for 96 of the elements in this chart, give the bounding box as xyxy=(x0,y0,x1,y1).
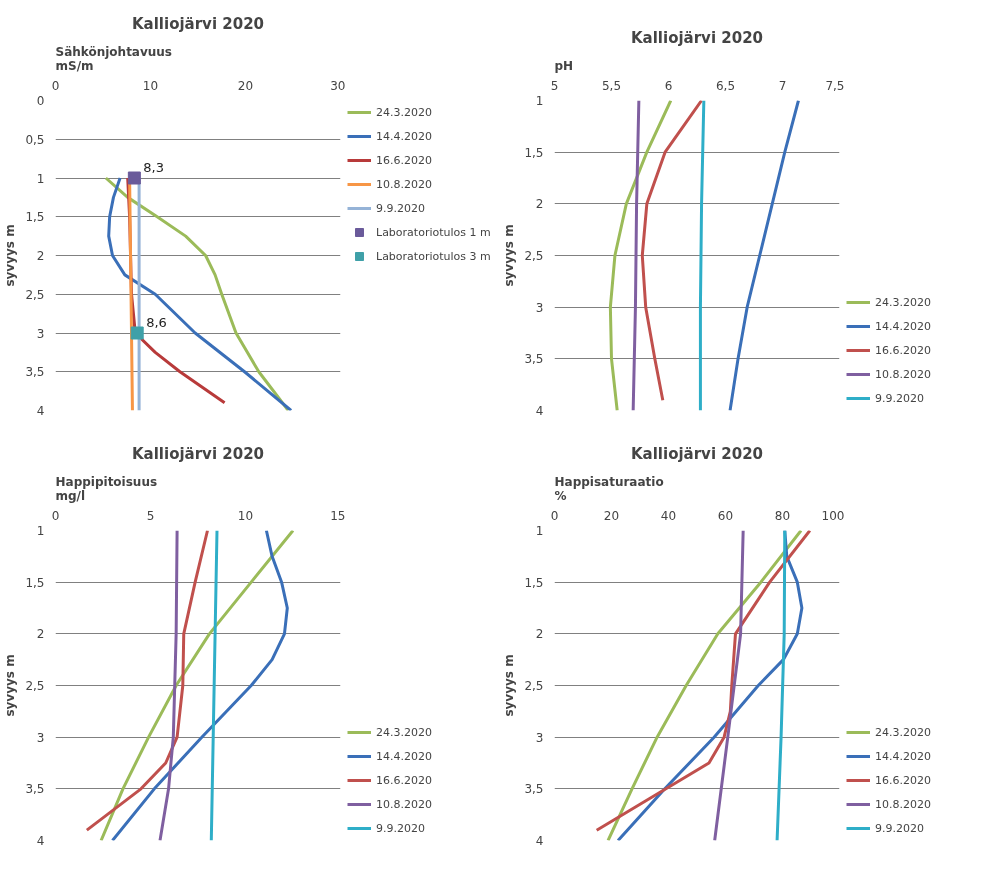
legend-label: 9.9.2020 xyxy=(875,391,924,405)
annotation: 8,3 xyxy=(143,160,165,175)
x-tick-label: 10 xyxy=(142,78,159,93)
chart-title: Kalliojärvi 2020 xyxy=(630,444,764,463)
line-series xyxy=(631,100,641,411)
x-tick-label: 100 xyxy=(821,508,845,523)
x-tick-label: 5,5 xyxy=(601,78,622,93)
legend-label: 16.6.2020 xyxy=(875,343,931,357)
y-tick-label: 0 xyxy=(36,94,45,108)
legend-label: 14.4.2020 xyxy=(376,129,432,143)
y-tick-label: 2 xyxy=(535,627,544,642)
legend-label: 24.3.2020 xyxy=(875,295,931,309)
line-series xyxy=(158,530,179,841)
y-tick-label: 3,5 xyxy=(524,782,544,797)
x-tick-label: 7 xyxy=(778,78,787,93)
y-tick-label: 2 xyxy=(36,627,45,642)
y-axis-title: syvyys m xyxy=(502,224,517,287)
legend-label: 16.6.2020 xyxy=(376,773,432,787)
x-tick-label: 40 xyxy=(660,508,677,523)
y-tick-label: 2 xyxy=(36,249,45,263)
y-tick-label: 1 xyxy=(36,171,45,186)
y-tick-label: 1 xyxy=(535,524,544,538)
x-tick-label: 10 xyxy=(237,508,254,523)
x-tick-label: 20 xyxy=(603,508,620,523)
chart-title: Kalliojärvi 2020 xyxy=(630,28,764,47)
y-tick-label: 3 xyxy=(535,300,544,315)
x-axis-title: Sähkönjohtavuus mS/m xyxy=(55,44,173,73)
legend-label: 16.6.2020 xyxy=(875,773,931,787)
y-tick-label: 1,5 xyxy=(524,145,544,160)
y-tick-label: 4 xyxy=(36,834,45,848)
x-tick-label: 0 xyxy=(51,508,60,523)
y-tick-label: 1,5 xyxy=(524,575,544,590)
x-tick-label: 7,5 xyxy=(825,78,845,93)
legend-label: 9.9.2020 xyxy=(875,821,924,835)
y-tick-label: 2,5 xyxy=(25,679,45,693)
y-axis-title: syvyys m xyxy=(3,654,18,717)
chart-title: Kalliojärvi 2020 xyxy=(131,444,265,463)
x-tick-label: 20 xyxy=(237,78,254,93)
y-tick-label: 2,5 xyxy=(25,287,45,302)
y-tick-label: 2,5 xyxy=(524,679,544,693)
y-tick-label: 0,5 xyxy=(25,132,45,147)
x-axis-title: Happisaturaatio % xyxy=(554,474,664,503)
x-axis-title: pH xyxy=(554,58,574,73)
line-series xyxy=(698,100,706,411)
legend-label: 14.4.2020 xyxy=(875,319,931,333)
line-series xyxy=(713,530,745,841)
y-tick-label: 3 xyxy=(535,730,544,745)
line-series xyxy=(728,100,800,411)
legend-label: 14.4.2020 xyxy=(875,749,931,763)
x-tick-label: 5 xyxy=(550,78,559,93)
legend-label: 16.6.2020 xyxy=(376,153,432,167)
x-tick-label: 0 xyxy=(550,508,559,523)
y-tick-label: 3,5 xyxy=(25,365,45,380)
legend-label: 9.9.2020 xyxy=(376,201,425,215)
line-series xyxy=(775,530,787,841)
x-tick-label: 5 xyxy=(146,508,155,523)
legend-label: 14.4.2020 xyxy=(376,749,432,763)
y-tick-label: 1,5 xyxy=(25,575,45,590)
x-tick-label: 6 xyxy=(664,78,673,93)
line-series xyxy=(209,530,219,841)
y-tick-label: 2 xyxy=(535,197,544,212)
y-axis-title: syvyys m xyxy=(502,654,517,717)
legend-label: 10.8.2020 xyxy=(376,797,432,811)
y-tick-label: 4 xyxy=(535,404,544,418)
y-tick-label: 1 xyxy=(535,94,544,108)
y-tick-label: 3 xyxy=(36,730,45,745)
y-tick-label: 4 xyxy=(36,404,45,418)
x-tick-label: 15 xyxy=(330,508,346,523)
legend-label: 24.3.2020 xyxy=(376,725,432,739)
y-tick-label: 3 xyxy=(36,326,45,341)
legend-label: 10.8.2020 xyxy=(376,177,432,191)
x-tick-label: 60 xyxy=(717,508,734,523)
legend-label: Laboratoriotulos 3 m xyxy=(376,249,491,263)
y-tick-label: 3,5 xyxy=(25,782,45,797)
x-axis-title: Happipitoisuus mg/l xyxy=(55,474,158,503)
y-tick-label: 1,5 xyxy=(25,210,45,225)
y-tick-label: 1 xyxy=(36,524,45,538)
legend-label: Laboratoriotulos 1 m xyxy=(376,225,491,239)
x-tick-label: 30 xyxy=(330,78,346,93)
legend-label: 10.8.2020 xyxy=(875,367,931,381)
line-series xyxy=(608,100,673,411)
line-series xyxy=(640,100,704,402)
legend-label: 24.3.2020 xyxy=(875,725,931,739)
annotation: 8,6 xyxy=(146,315,167,330)
x-tick-label: 6,5 xyxy=(715,78,736,93)
y-tick-label: 2,5 xyxy=(524,249,544,263)
line-series xyxy=(85,530,209,832)
y-axis-title: syvyys m xyxy=(3,224,18,287)
x-tick-label: 80 xyxy=(774,508,791,523)
y-tick-label: 3,5 xyxy=(524,352,544,367)
y-tick-label: 4 xyxy=(535,834,544,848)
x-tick-label: 0 xyxy=(51,78,60,93)
legend-label: 10.8.2020 xyxy=(875,797,931,811)
legend-label: 24.3.2020 xyxy=(376,105,432,119)
legend-label: 9.9.2020 xyxy=(376,821,425,835)
chart-title: Kalliojärvi 2020 xyxy=(131,14,265,33)
